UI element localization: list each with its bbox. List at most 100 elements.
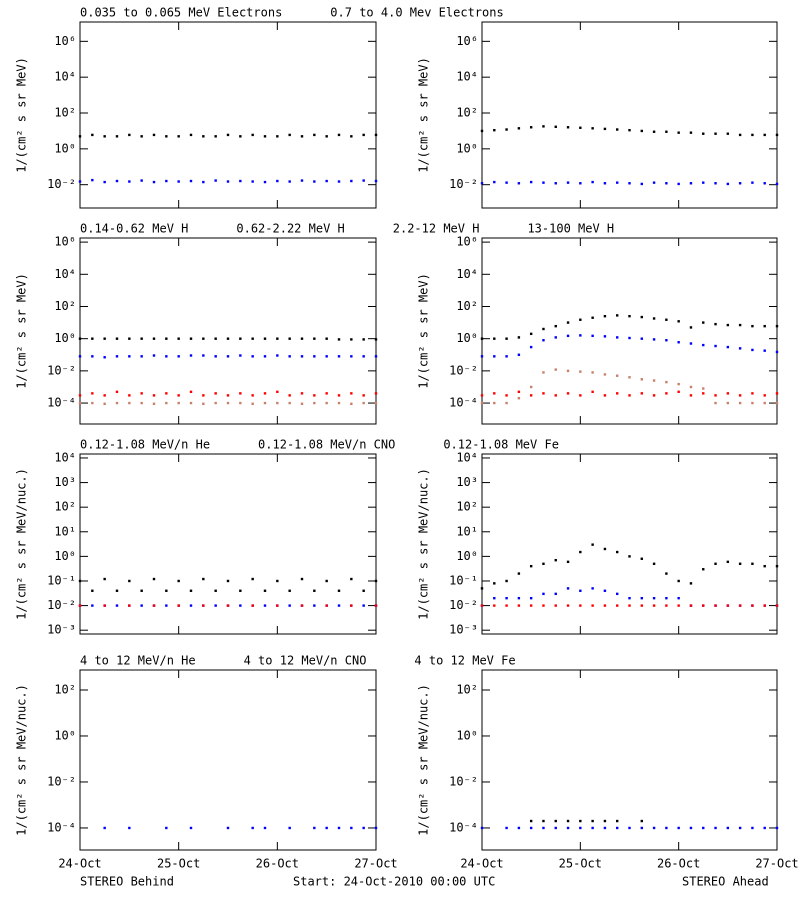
data-point — [591, 543, 594, 546]
y-axis-label: 1/(cm² s sr MeV/nuc.) — [15, 468, 29, 620]
data-point — [616, 392, 619, 395]
data-point — [529, 826, 533, 830]
data-point — [702, 826, 705, 830]
data-point — [226, 355, 230, 358]
data-point — [529, 180, 533, 184]
data-point — [677, 579, 680, 583]
data-point — [517, 390, 521, 394]
data-point — [616, 826, 619, 830]
data-point — [325, 337, 328, 340]
data-point — [362, 338, 365, 341]
data-point — [239, 401, 242, 405]
y-tick-label: 10⁰ — [54, 728, 76, 742]
data-point — [276, 354, 279, 357]
data-point — [78, 355, 82, 358]
data-point — [652, 338, 656, 341]
data-point — [189, 133, 193, 137]
y-tick-label: 10³ — [54, 475, 76, 489]
data-point — [554, 604, 557, 607]
data-point — [775, 564, 779, 568]
data-point — [628, 826, 631, 830]
y-tick-label: 10⁻² — [449, 363, 478, 377]
data-point — [128, 337, 131, 340]
data-point — [751, 401, 754, 405]
data-point — [603, 182, 607, 185]
data-point — [738, 604, 742, 607]
data-point — [103, 577, 106, 581]
data-point — [726, 826, 730, 830]
y-tick-label: 10⁶ — [54, 34, 76, 48]
data-point — [517, 336, 521, 339]
data-point — [91, 604, 94, 607]
data-point — [505, 579, 508, 583]
data-point — [177, 180, 180, 183]
data-point — [689, 582, 693, 585]
data-point — [689, 604, 693, 607]
data-point — [566, 369, 570, 373]
data-point — [189, 179, 193, 183]
legend-entry: 0.14-0.62 MeV H — [80, 222, 188, 236]
y-tick-label: 10⁻¹ — [47, 573, 76, 587]
y-tick-label: 10² — [54, 682, 76, 696]
data-point — [325, 179, 328, 183]
data-point — [288, 133, 291, 137]
data-point — [751, 348, 754, 352]
data-point — [78, 337, 82, 340]
data-point — [579, 826, 582, 830]
y-tick-label: 10⁻⁴ — [47, 820, 76, 834]
data-point — [202, 135, 205, 138]
data-point — [140, 589, 143, 592]
data-point — [566, 181, 570, 184]
data-point — [91, 337, 94, 340]
data-point — [189, 354, 193, 357]
data-point — [738, 826, 742, 830]
data-point — [751, 392, 754, 395]
data-point — [714, 322, 717, 326]
data-point — [189, 390, 193, 394]
data-point — [140, 179, 143, 182]
data-point — [591, 180, 594, 184]
data-point — [652, 562, 656, 565]
data-point — [300, 337, 304, 340]
data-point — [554, 826, 557, 830]
data-point — [350, 338, 353, 341]
data-point — [591, 826, 594, 830]
data-point — [313, 133, 316, 137]
data-point — [239, 392, 242, 395]
data-point — [579, 394, 582, 397]
data-point — [542, 371, 545, 374]
legend-entry: 0.12-1.08 MeV/n He — [80, 438, 210, 452]
plot-frame — [79, 453, 377, 635]
data-point — [591, 334, 594, 338]
data-point — [374, 401, 378, 405]
data-point — [165, 589, 168, 592]
data-point — [214, 135, 217, 138]
data-point — [350, 179, 353, 183]
data-point — [542, 592, 545, 596]
data-point — [714, 182, 717, 185]
data-point — [505, 826, 508, 830]
data-point — [288, 401, 291, 405]
data-point — [603, 127, 607, 131]
data-point — [640, 392, 643, 395]
data-point — [726, 560, 730, 564]
data-point — [115, 179, 119, 183]
data-point — [628, 394, 631, 397]
data-point — [91, 589, 94, 592]
y-tick-label: 10¹ — [456, 524, 478, 538]
data-point — [702, 604, 705, 607]
data-point — [263, 337, 267, 340]
data-point — [103, 135, 106, 138]
data-point — [152, 180, 156, 184]
data-point — [350, 135, 353, 138]
data-point — [517, 572, 521, 575]
data-point — [165, 392, 168, 395]
data-point — [165, 401, 168, 405]
data-point — [702, 132, 705, 135]
data-point — [493, 392, 496, 395]
data-point — [628, 314, 631, 318]
y-tick-label: 10⁻² — [47, 774, 76, 788]
data-point — [652, 317, 656, 320]
data-point — [579, 182, 582, 185]
data-point — [214, 179, 217, 182]
